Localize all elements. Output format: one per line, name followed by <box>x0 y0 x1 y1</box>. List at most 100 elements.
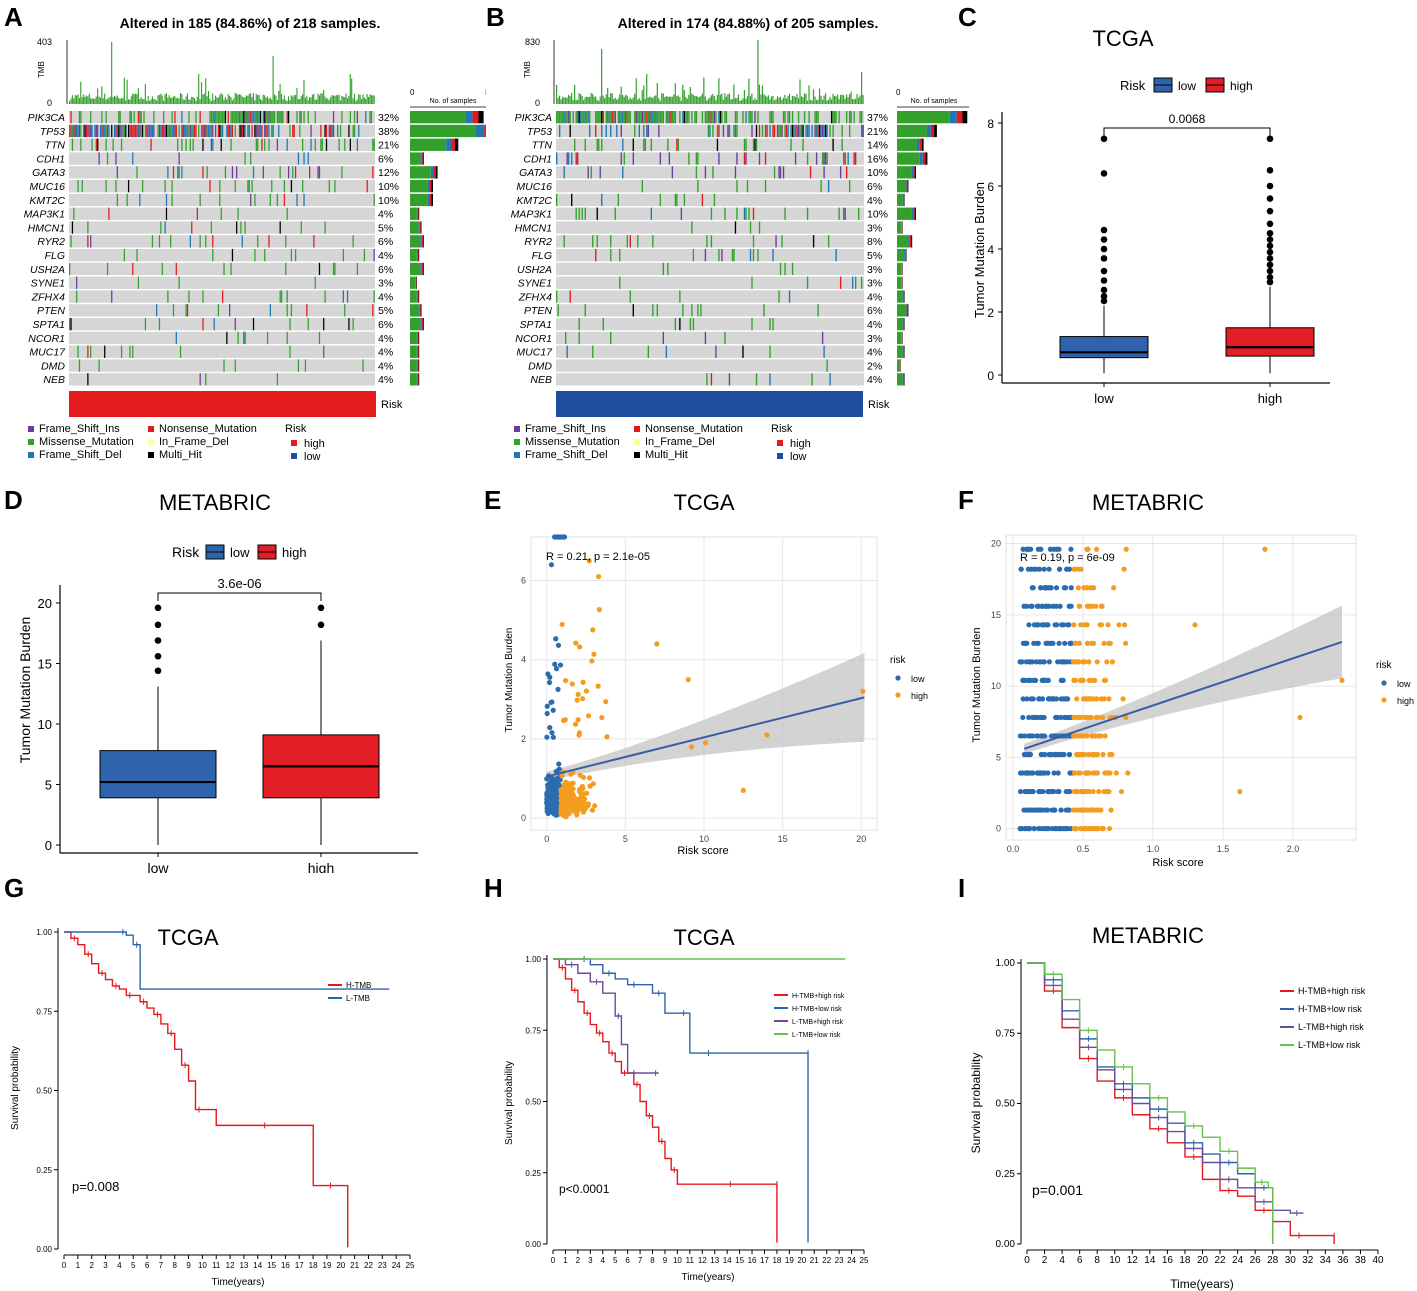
mutation-cell <box>602 111 604 124</box>
mutation-cell <box>73 124 75 138</box>
mutation-cell <box>136 249 138 262</box>
mutation-cell <box>736 124 738 138</box>
mutation-cell <box>584 111 586 124</box>
tmb-bar <box>247 95 249 104</box>
scatter-point-high <box>572 721 579 727</box>
mutation-cell <box>216 111 218 124</box>
x-tick-label: 6 <box>145 1261 150 1270</box>
mutation-cell <box>680 207 683 220</box>
scatter-point-low <box>1034 640 1040 646</box>
mutation-cell <box>808 124 810 138</box>
sample-count-bar <box>421 235 423 248</box>
mutation-cell <box>601 138 603 151</box>
scatter-point-low <box>1048 751 1054 758</box>
mutation-cell <box>337 124 339 138</box>
tmb-min: 0 <box>535 98 540 108</box>
mutation-cell <box>372 166 374 179</box>
scatter-point-low <box>1047 546 1053 552</box>
tmb-bar <box>188 99 190 104</box>
mutation-cell <box>592 235 594 248</box>
gene-percent: 5% <box>867 250 882 262</box>
scatter-point-low <box>1045 807 1051 813</box>
tmb-bar <box>733 84 735 104</box>
sample-count-bar <box>454 138 459 151</box>
mutation-cell <box>167 124 169 138</box>
scatter-point-low <box>1063 696 1069 702</box>
mutation-cell <box>842 207 845 220</box>
mutation-cell <box>728 373 731 386</box>
tmb-bar <box>565 97 567 104</box>
mutation-cell <box>250 193 252 207</box>
y-tick-label: 1.00 <box>996 958 1016 969</box>
scatter-point-high <box>740 787 746 794</box>
tmb-bar <box>92 98 94 104</box>
tmb-bar <box>628 99 630 104</box>
mutation-cell <box>595 249 597 262</box>
mutation-cell <box>116 124 118 138</box>
outlier-point <box>154 637 162 644</box>
mutation-cell <box>271 180 273 193</box>
scatter-point-low <box>1023 770 1029 776</box>
mutation-cell <box>70 318 72 331</box>
mutation-cell <box>736 207 738 220</box>
mutation-cell <box>763 304 765 317</box>
mutation-cell <box>229 124 231 138</box>
x-tick-label: 4 <box>1059 1255 1065 1266</box>
x-tick-label: 12 <box>698 1256 707 1265</box>
mutation-cell <box>303 152 305 165</box>
scatter-point-high <box>1081 714 1088 721</box>
tmb-bar <box>175 98 177 104</box>
scatter-point-high <box>576 799 583 805</box>
mutation-cell <box>745 111 747 124</box>
mutation-cell <box>370 111 373 124</box>
mutation-cell <box>77 180 79 193</box>
tmb-bar <box>649 96 651 104</box>
tmb-bar <box>332 95 335 104</box>
scatter-point-high <box>1073 788 1079 795</box>
mutation-cell <box>290 249 293 262</box>
mutation-cell <box>691 221 693 234</box>
x-tick-label: 25 <box>406 1261 415 1270</box>
sample-count-bar <box>410 152 421 165</box>
sample-count-bar <box>420 235 422 248</box>
mutation-cell <box>178 166 180 179</box>
tmb-bar <box>749 96 752 104</box>
mutation-cell <box>835 111 837 124</box>
mutation-cell <box>193 124 196 138</box>
scatter-point-high <box>568 771 574 777</box>
gene-row-bg <box>556 193 864 207</box>
mutation-cell <box>331 124 333 138</box>
y-tick-label: 8 <box>987 117 994 131</box>
tmb-bar <box>608 97 610 104</box>
mutation-cell <box>212 249 214 262</box>
mutation-cell <box>625 111 627 124</box>
tmb-min: 0 <box>47 98 52 108</box>
mutation-cell <box>628 111 630 124</box>
tmb-bar <box>844 98 846 104</box>
mutation-cell <box>695 152 698 165</box>
gene-row-bg <box>556 262 864 276</box>
y-tick-label: 1.00 <box>525 955 541 964</box>
sample-count-bar <box>430 166 434 179</box>
mutation-cell <box>234 318 236 331</box>
sample-count-bar <box>919 138 922 151</box>
mutation-cell <box>214 111 217 124</box>
gene-row-bg <box>69 235 375 248</box>
scatter-point-high <box>596 573 602 580</box>
tmb-bar <box>160 93 162 104</box>
mutation-cell <box>778 124 780 138</box>
outlier-point <box>1266 278 1274 286</box>
scatter-point-low <box>1067 770 1073 776</box>
scatter-point-high <box>654 641 660 647</box>
mutation-cell <box>250 111 252 124</box>
mutation-cell <box>273 111 276 124</box>
mutation-cell <box>234 124 236 138</box>
mutation-cell <box>244 152 246 165</box>
sample-count-bar <box>417 207 419 220</box>
mutation-cell <box>671 111 674 124</box>
scatter-point-high <box>1084 640 1091 646</box>
scatter-point-low <box>1053 825 1060 832</box>
mutation-cell <box>607 111 609 124</box>
mutation-cell <box>94 124 96 138</box>
gene-percent: 6% <box>867 305 882 317</box>
